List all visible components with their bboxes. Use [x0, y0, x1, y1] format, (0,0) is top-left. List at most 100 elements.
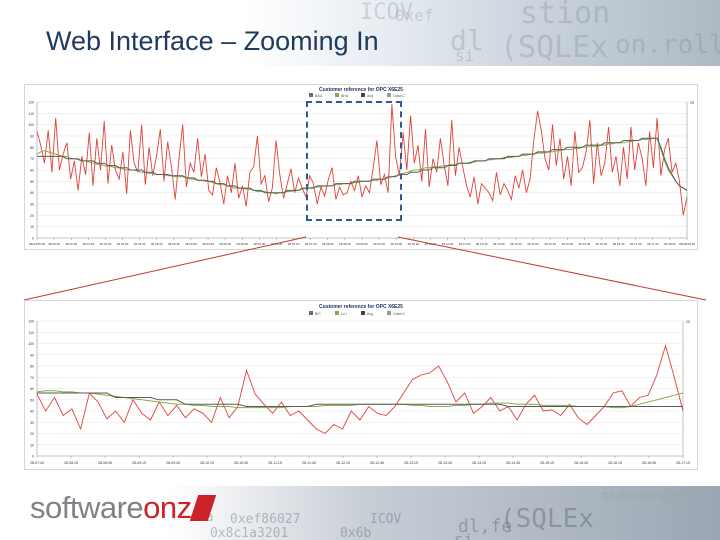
x-tick-label: 28 10:00	[390, 242, 402, 246]
y-tick-label: 50	[30, 180, 34, 184]
copyright-text: ©Softwareonz 2013	[602, 491, 690, 502]
x-tick-label: 28-11:45	[302, 461, 316, 465]
right-axis-label: 25	[686, 320, 690, 324]
right-axis-label: 25	[690, 101, 694, 105]
x-tick-label: 28-08:45	[98, 461, 112, 465]
banner-decoration-text: 0xef	[395, 6, 434, 25]
x-tick-label: 28/4/P23:45	[679, 242, 696, 246]
x-tick-label: 28-14:45	[506, 461, 520, 465]
x-tick-label: 28 02:30	[134, 242, 146, 246]
legend-swatch	[387, 311, 391, 315]
legend-entry: Outof.C	[393, 312, 406, 316]
x-tick-label: 28-09:15	[132, 461, 146, 465]
x-tick-label: 28 09:00	[356, 242, 368, 246]
x-tick-label: 28-09:45	[166, 461, 180, 465]
x-tick-label: 28-11:15	[268, 461, 282, 465]
x-tick-label: 28-16:15	[608, 461, 622, 465]
x-tick-label: 28-07:40	[30, 461, 44, 465]
y-tick-label: 80	[30, 365, 34, 369]
legend-entry: Avg	[367, 94, 373, 98]
overview-chart-panel[interactable]: Customer reference for OPC X6E25 BAU BHA Av…	[24, 84, 698, 250]
banner-decoration-text: dl	[450, 24, 484, 57]
x-tick-label: 28 07:30	[305, 242, 317, 246]
banner-decoration-text: ICOV	[360, 0, 413, 25]
legend-swatch	[309, 93, 313, 97]
series-line	[36, 390, 684, 409]
y-tick-label: 40	[30, 191, 34, 195]
x-tick-label: 28 06:00	[254, 242, 266, 246]
zoom-connector-right	[397, 236, 707, 301]
legend-entry: Outof.C	[393, 94, 406, 98]
y-tick-label: 100	[28, 123, 34, 127]
series-line	[36, 104, 688, 216]
y-tick-label: 10	[30, 225, 34, 229]
x-tick-label: 28 12:00	[459, 242, 471, 246]
x-tick-label: 28-12:45	[370, 461, 384, 465]
x-tick-label: 28 05:00	[219, 242, 231, 246]
y-tick-label: 120	[28, 101, 34, 105]
zoom-connector-left	[23, 236, 307, 301]
x-tick-label: 28 09:30	[373, 242, 385, 246]
y-tick-label: 100	[28, 342, 34, 346]
x-tick-label: 28 15:30	[579, 242, 591, 246]
x-tick-label: 28 01:30	[100, 242, 112, 246]
x-tick-label: 28 05:30	[236, 242, 248, 246]
footer-decoration-text: 0x6b	[340, 526, 372, 540]
y-tick-label: 10	[30, 443, 34, 447]
legend-entry: BHA	[341, 94, 349, 98]
footer-decoration-text: 0xef86027	[230, 512, 301, 527]
legend-swatch	[361, 311, 365, 315]
x-tick-label: 28 16:30	[613, 242, 625, 246]
x-tick-label: 28 14:00	[527, 242, 539, 246]
x-tick-label: 28 13:00	[493, 242, 505, 246]
legend-entry: Avg	[367, 312, 373, 316]
x-tick-label: 28-15:45	[574, 461, 588, 465]
banner-decoration-text: si	[455, 46, 475, 65]
x-tick-label: 28 13:30	[510, 242, 522, 246]
x-tick-label: 28 00:00	[48, 242, 60, 246]
legend-swatch	[335, 311, 339, 315]
x-tick-label: 28 17:00	[630, 242, 642, 246]
x-tick-label: 28 14:30	[544, 242, 556, 246]
footer-decoration-text: si	[454, 530, 474, 540]
legend-swatch	[309, 311, 313, 315]
x-tick-label: 28 12:30	[476, 242, 488, 246]
y-tick-label: 120	[28, 320, 34, 324]
y-tick-label: 20	[30, 214, 34, 218]
x-tick-label: 28 16:00	[596, 242, 608, 246]
series-line	[37, 137, 688, 194]
zoom-selection-box[interactable]	[306, 101, 402, 221]
softwareonz-logo: softwareonz	[30, 490, 216, 530]
y-tick-label: 90	[30, 353, 34, 357]
legend-entry: Lo l	[341, 312, 347, 316]
logo-text-onz: onz	[143, 490, 192, 525]
zoomed-chart[interactable]: Customer reference for OPC X6E25 BFI Lo l A…	[25, 301, 697, 469]
x-tick-label: 28-17:15	[676, 461, 690, 465]
y-tick-label: 70	[30, 376, 34, 380]
banner-decoration-text: on.roll	[615, 30, 720, 60]
x-tick-label: 28 18:00	[664, 242, 676, 246]
x-tick-label: 28/4/P35:00	[29, 242, 46, 246]
x-tick-label: 28 03:30	[168, 242, 180, 246]
footer-decoration-text: (SQLEx	[500, 504, 594, 534]
x-tick-label: 28 15:00	[561, 242, 573, 246]
y-tick-label: 60	[30, 169, 34, 173]
x-tick-label: 28-13:15	[404, 461, 418, 465]
x-tick-label: 28-13:45	[438, 461, 452, 465]
x-tick-label: 28-15:15	[540, 461, 554, 465]
y-tick-label: 70	[30, 157, 34, 161]
x-tick-label: 28 00:30	[65, 242, 77, 246]
x-tick-label: 28-10:15	[200, 461, 214, 465]
zoomed-chart-panel[interactable]: Customer reference for OPC X6E25 BFI Lo l A…	[24, 300, 698, 470]
legend-swatch	[335, 93, 339, 97]
y-tick-label: 60	[30, 387, 34, 391]
x-tick-label: 28 10:30	[407, 242, 419, 246]
x-tick-label: 28-08:15	[64, 461, 78, 465]
footer-decoration-text: ICOV	[370, 512, 402, 527]
y-tick-label: 30	[30, 421, 34, 425]
banner-decoration-text: stion	[520, 0, 611, 31]
banner-decoration-text: (SQLEx	[500, 30, 609, 65]
footer-decoration-text: dl,fe	[458, 516, 513, 537]
x-tick-label: 28 04:30	[202, 242, 214, 246]
x-tick-label: 28-14:15	[472, 461, 486, 465]
